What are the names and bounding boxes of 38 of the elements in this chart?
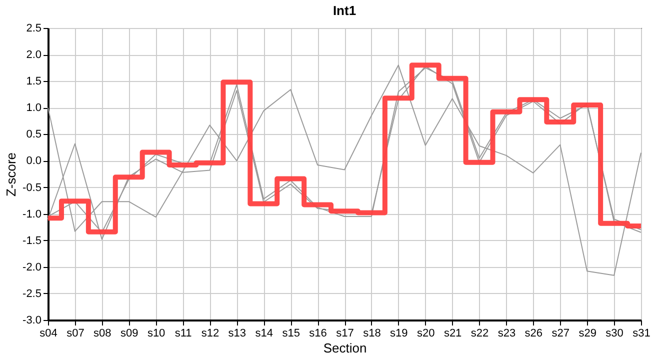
y-tick-label: -3.0 — [22, 314, 42, 326]
x-tick-label: s11 — [174, 328, 192, 340]
y-tick-label: 0.5 — [26, 128, 42, 141]
y-axis-title: Z-score — [4, 152, 19, 197]
x-tick-label: s31 — [632, 328, 650, 340]
y-tick-label: 1.0 — [26, 102, 42, 114]
x-tick-label: s17 — [336, 328, 354, 340]
x-tick-label: s27 — [552, 328, 570, 340]
x-tick-label: s29 — [578, 328, 596, 340]
y-tick-label: -2.0 — [22, 261, 42, 274]
x-tick-label: s04 — [40, 328, 58, 340]
x-tick-label: s12 — [201, 328, 220, 340]
x-tick-label: s21 — [444, 328, 462, 340]
x-tick-label: s22 — [470, 328, 489, 340]
x-tick-label: s08 — [94, 328, 112, 340]
x-tick-label: s18 — [363, 328, 381, 340]
x-tick-label: s10 — [147, 328, 166, 340]
x-axis-title: Section — [323, 340, 367, 356]
x-tick-label: s07 — [66, 328, 84, 340]
y-tick-label: 0.0 — [26, 155, 42, 168]
x-tick-label: s15 — [282, 328, 300, 340]
chart-title: Int1 — [332, 3, 356, 18]
y-tick-label: 1.5 — [26, 76, 42, 88]
y-tick-label: -0.5 — [22, 182, 42, 194]
x-tick-label: s13 — [228, 328, 246, 340]
x-tick-label: s16 — [309, 328, 327, 340]
x-tick-label: s14 — [255, 328, 274, 340]
y-tick-label: -2.5 — [22, 288, 42, 300]
x-tick-label: s09 — [120, 328, 138, 340]
y-tick-label: 2.5 — [26, 22, 42, 34]
y-tick-label: -1.0 — [22, 208, 42, 220]
y-tick-label: -1.5 — [22, 234, 42, 247]
x-tick-label: s19 — [390, 328, 408, 340]
x-tick-label: s23 — [498, 328, 516, 340]
x-tick-label: s26 — [524, 328, 543, 340]
y-tick-label: 2.0 — [26, 49, 42, 62]
x-tick-label: s20 — [416, 328, 435, 340]
x-tick-label: s30 — [606, 328, 624, 340]
